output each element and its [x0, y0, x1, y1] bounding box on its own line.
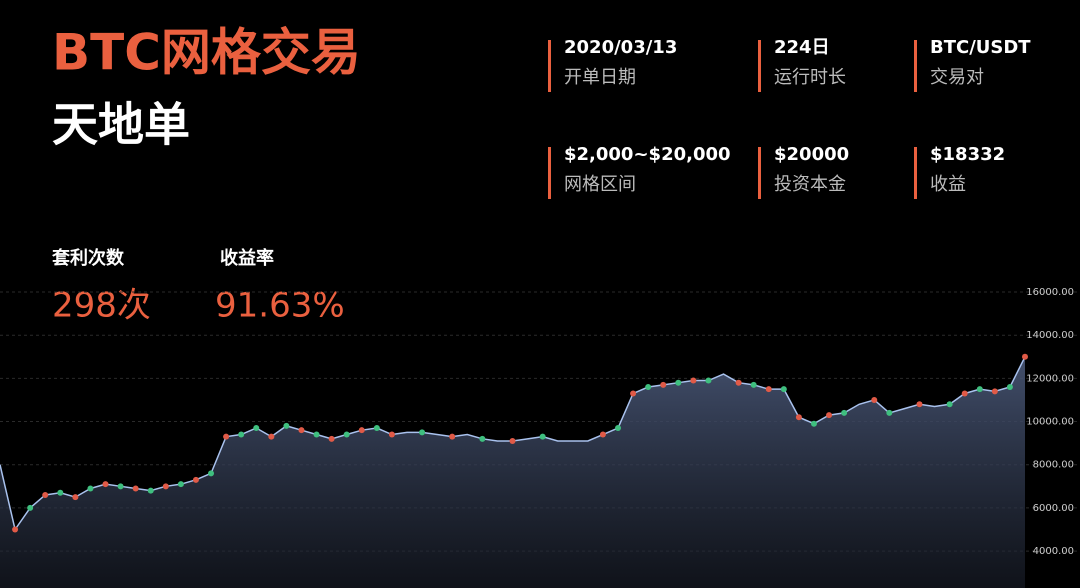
trade-marker: [946, 401, 953, 408]
trade-marker: [42, 491, 49, 498]
trade-marker: [735, 379, 742, 386]
trade-marker: [268, 433, 275, 440]
trade-marker: [57, 489, 64, 496]
info-label: 运行时长: [774, 67, 846, 88]
trade-marker: [72, 494, 79, 501]
trade-marker: [328, 435, 335, 442]
y-tick-label: 6000.00: [1033, 503, 1074, 514]
title: BTC网格交易: [52, 24, 361, 82]
trade-marker: [253, 425, 260, 432]
stat-value: 91.63%: [215, 286, 345, 326]
trade-marker: [690, 377, 697, 384]
trade-marker: [615, 425, 622, 432]
accent-bar: [914, 40, 917, 92]
trade-marker: [313, 431, 320, 438]
trade-marker: [162, 483, 169, 490]
y-tick-label: 8000.00: [1033, 460, 1074, 471]
trade-marker: [343, 431, 350, 438]
trade-marker: [916, 401, 923, 408]
trade-marker: [208, 470, 215, 477]
trade-marker: [826, 412, 833, 419]
trade-marker: [961, 390, 968, 397]
info-label: 网格区间: [564, 174, 636, 195]
trade-marker: [795, 414, 802, 421]
trade-marker: [539, 433, 546, 440]
trade-marker: [373, 425, 380, 432]
info-value: 2020/03/13: [564, 37, 677, 58]
trade-marker: [358, 427, 365, 434]
accent-bar: [914, 147, 917, 199]
stat-label: 收益率: [220, 247, 274, 269]
accent-bar: [758, 40, 761, 92]
trade-marker: [660, 381, 667, 388]
info-value: $20000: [774, 144, 849, 165]
trade-marker: [630, 390, 637, 397]
stat-label: 套利次数: [52, 247, 125, 269]
trade-marker: [780, 386, 787, 393]
trade-marker: [509, 437, 516, 444]
chart: 4000.00 6000.00 8000.00 10000.00 12000.00 140…: [0, 287, 1080, 588]
y-tick-label: 4000.00: [1033, 546, 1074, 557]
trade-marker: [449, 433, 456, 440]
trade-marker: [283, 422, 290, 429]
trade-marker: [871, 396, 878, 403]
stat-value: 298次: [52, 286, 151, 326]
y-tick-label: 14000.00: [1026, 330, 1074, 341]
accent-bar: [548, 40, 551, 92]
trade-marker: [841, 409, 848, 416]
accent-bar: [758, 147, 761, 199]
trade-marker: [87, 485, 94, 492]
trade-marker: [117, 483, 124, 490]
trade-marker: [192, 476, 199, 483]
info-value: 224日: [774, 37, 830, 58]
trade-marker: [750, 381, 757, 388]
y-tick-label: 16000.00: [1026, 287, 1074, 298]
info-label: 收益: [930, 174, 966, 195]
info-value: $18332: [930, 144, 1005, 165]
info-label: 开单日期: [564, 67, 636, 88]
trade-marker: [419, 429, 426, 436]
trade-marker: [177, 481, 184, 488]
trade-marker: [810, 420, 817, 427]
trade-marker: [388, 431, 395, 438]
trade-marker: [132, 485, 139, 492]
trade-marker: [102, 481, 109, 488]
y-tick-label: 10000.00: [1026, 417, 1074, 428]
trade-marker: [886, 409, 893, 416]
trade-marker: [12, 526, 19, 533]
y-tick-label: 12000.00: [1026, 373, 1074, 384]
info-label: 交易对: [930, 67, 984, 88]
trade-marker: [1022, 353, 1028, 360]
trade-marker: [298, 427, 305, 434]
trade-marker: [599, 431, 606, 438]
trade-marker: [238, 431, 245, 438]
trade-marker: [705, 377, 712, 384]
trade-marker: [1006, 384, 1013, 391]
trade-marker: [675, 379, 682, 386]
trade-marker: [645, 384, 652, 391]
trade-marker: [479, 435, 486, 442]
trade-marker: [223, 433, 230, 440]
area: [0, 356, 1025, 588]
subtitle: 天地单: [52, 98, 190, 152]
trade-marker: [976, 386, 983, 393]
info-value: $2,000~$20,000: [564, 144, 731, 165]
trade-marker: [765, 386, 772, 393]
trade-marker: [991, 388, 998, 395]
info-label: 投资本金: [774, 174, 846, 195]
accent-bar: [548, 147, 551, 199]
info-value: BTC/USDT: [930, 37, 1031, 58]
trade-marker: [147, 487, 154, 494]
trade-marker: [27, 504, 34, 511]
